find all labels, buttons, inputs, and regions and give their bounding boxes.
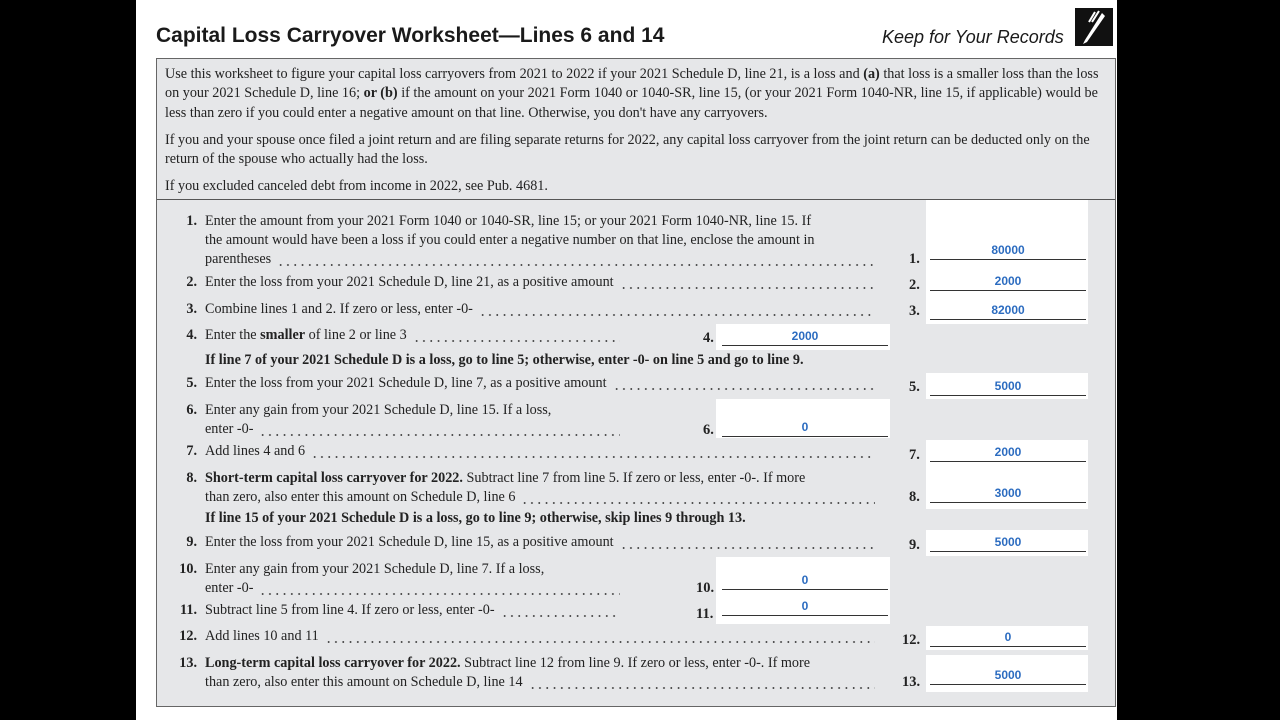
line-10: 10. Enter any gain from your 2021 Schedu… [179, 560, 620, 598]
field-bg-10-11 [716, 557, 890, 624]
dot-leader [500, 601, 620, 620]
line-5-field[interactable]: 5000 [930, 379, 1086, 396]
keep-records-label: Keep for Your Records [882, 27, 1064, 47]
field-bg-6 [716, 399, 890, 438]
line-3-field[interactable]: 82000 [930, 303, 1086, 320]
instruction-2: If you and your spouse once filed a join… [165, 131, 1090, 168]
line-6: 6. Enter any gain from your 2021 Schedul… [186, 401, 620, 439]
instruction-note-2: If line 15 of your 2021 Schedule D is a … [205, 510, 746, 526]
line-13: 13. Long-term capital loss carryover for… [179, 654, 875, 692]
line-8: 8. Short-term capital loss carryover for… [186, 469, 875, 507]
dot-leader [277, 250, 875, 269]
line-11: 11. Subtract line 5 from line 4. If zero… [180, 601, 620, 620]
page-title: Capital Loss Carryover Worksheet—Lines 6… [156, 24, 665, 47]
line-12: 12. Add lines 10 and 11 [179, 627, 875, 646]
line-7: 7. Add lines 4 and 6 [186, 442, 875, 461]
field-bg-7-8 [926, 440, 1088, 509]
line-9-field[interactable]: 5000 [930, 535, 1086, 552]
instruction-1: Use this worksheet to figure your capita… [165, 66, 1099, 121]
dot-leader [478, 300, 875, 319]
line-11-field[interactable]: 0 [722, 599, 888, 616]
line-4-field[interactable]: 2000 [722, 329, 888, 346]
line-10-field[interactable]: 0 [722, 573, 888, 590]
dot-leader [324, 627, 875, 646]
dot-leader [259, 579, 620, 598]
pencil-icon [1075, 8, 1113, 46]
line-4: 4. Enter the smaller of line 2 or line 3 [186, 326, 620, 345]
line-1-field[interactable]: 80000 [930, 243, 1086, 260]
instruction-3: If you excluded canceled debt from incom… [165, 178, 548, 195]
dot-leader [619, 273, 875, 292]
instructions: Use this worksheet to figure your capita… [157, 59, 1115, 200]
line-5: 5. Enter the loss from your 2021 Schedul… [186, 374, 875, 393]
dot-leader [412, 326, 620, 345]
dot-leader [612, 374, 875, 393]
dot-leader [521, 488, 875, 507]
dot-leader [259, 420, 620, 439]
line-13-field[interactable]: 5000 [930, 668, 1086, 685]
dot-leader [619, 533, 875, 552]
instruction-note-1: If line 7 of your 2021 Schedule D is a l… [205, 352, 804, 368]
line-12-field[interactable]: 0 [930, 630, 1086, 647]
dot-leader [311, 442, 875, 461]
line-3: 3. Combine lines 1 and 2. If zero or les… [186, 300, 875, 319]
line-8-field[interactable]: 3000 [930, 486, 1086, 503]
line-6-field[interactable]: 0 [722, 420, 888, 437]
line-2-field[interactable]: 2000 [930, 274, 1086, 291]
line-7-field[interactable]: 2000 [930, 445, 1086, 462]
line-1: 1. Enter the amount from your 2021 Form … [186, 212, 875, 269]
dot-leader [528, 673, 875, 692]
field-bg-1-3 [926, 200, 1088, 324]
field-bg-5 [926, 373, 1088, 399]
line-2: 2. Enter the loss from your 2021 Schedul… [186, 273, 875, 292]
field-bg-13 [926, 655, 1088, 692]
line-9: 9. Enter the loss from your 2021 Schedul… [186, 533, 875, 552]
